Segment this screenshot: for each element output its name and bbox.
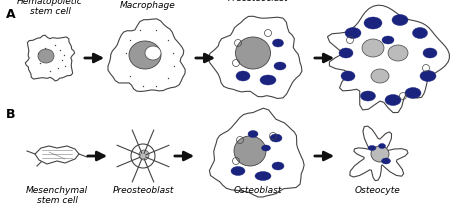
Text: Preosteoclast: Preosteoclast: [228, 0, 288, 3]
Ellipse shape: [273, 39, 283, 47]
Ellipse shape: [260, 75, 276, 85]
Ellipse shape: [272, 162, 284, 170]
Polygon shape: [350, 126, 408, 181]
Text: Osteocyte: Osteocyte: [355, 186, 401, 195]
Ellipse shape: [345, 27, 361, 38]
Text: Hematopoietic
stem cell: Hematopoietic stem cell: [17, 0, 83, 16]
Circle shape: [131, 144, 155, 168]
Ellipse shape: [423, 48, 437, 58]
Ellipse shape: [362, 39, 384, 57]
Ellipse shape: [371, 146, 389, 162]
Ellipse shape: [405, 88, 421, 99]
Polygon shape: [208, 16, 302, 99]
Ellipse shape: [339, 48, 353, 58]
Polygon shape: [328, 5, 449, 113]
Ellipse shape: [231, 166, 245, 176]
Ellipse shape: [145, 46, 161, 60]
Ellipse shape: [38, 49, 54, 63]
Polygon shape: [108, 19, 185, 92]
Ellipse shape: [236, 71, 250, 81]
Ellipse shape: [248, 130, 258, 137]
Text: B: B: [6, 108, 16, 121]
Text: Monocyte /
Macrophage: Monocyte / Macrophage: [120, 0, 176, 10]
Ellipse shape: [388, 45, 408, 61]
Circle shape: [139, 150, 149, 160]
Polygon shape: [210, 108, 304, 197]
Polygon shape: [25, 35, 75, 81]
Ellipse shape: [236, 37, 271, 69]
Ellipse shape: [341, 71, 355, 81]
Ellipse shape: [262, 145, 271, 151]
Ellipse shape: [382, 158, 391, 164]
Ellipse shape: [255, 172, 271, 181]
Ellipse shape: [379, 144, 385, 149]
Ellipse shape: [129, 41, 161, 69]
Ellipse shape: [382, 36, 394, 44]
Ellipse shape: [420, 71, 436, 82]
Text: Mesenchymal
stem cell: Mesenchymal stem cell: [26, 186, 88, 206]
Ellipse shape: [371, 69, 389, 83]
Ellipse shape: [361, 91, 375, 101]
Ellipse shape: [270, 134, 282, 142]
Ellipse shape: [234, 136, 266, 166]
Ellipse shape: [412, 27, 428, 38]
Ellipse shape: [385, 94, 401, 105]
Text: A: A: [6, 8, 16, 21]
Ellipse shape: [364, 17, 382, 29]
Text: Osteoblast: Osteoblast: [234, 186, 282, 195]
Ellipse shape: [274, 62, 286, 70]
Text: Preosteoblast: Preosteoblast: [112, 186, 173, 195]
Ellipse shape: [392, 15, 408, 26]
Ellipse shape: [368, 146, 376, 151]
